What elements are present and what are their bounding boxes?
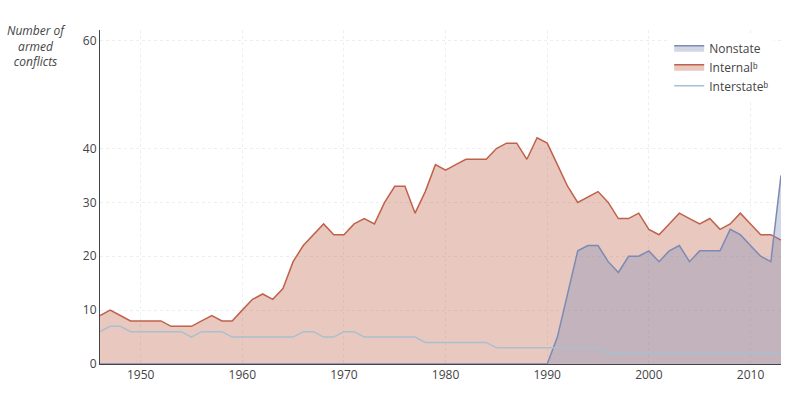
svg-text:Internalᵇ: Internalᵇ [709,59,758,76]
svg-text:1980: 1980 [432,366,460,383]
svg-text:20: 20 [83,247,97,264]
svg-text:Nonstate: Nonstate [709,40,761,57]
svg-text:1990: 1990 [533,366,561,383]
svg-text:10: 10 [83,301,97,318]
svg-text:60: 60 [83,32,97,49]
svg-text:Interstateᵇ: Interstateᵇ [709,78,768,95]
svg-text:2010: 2010 [737,366,765,383]
svg-text:Number ofarmedconflicts: Number ofarmedconflicts [7,22,66,70]
svg-text:30: 30 [83,194,97,211]
svg-text:40: 40 [83,140,97,157]
svg-text:1960: 1960 [229,366,257,383]
svg-text:2000: 2000 [635,366,663,383]
svg-text:1970: 1970 [330,366,358,383]
svg-text:0: 0 [90,355,97,372]
svg-text:1950: 1950 [127,366,155,383]
